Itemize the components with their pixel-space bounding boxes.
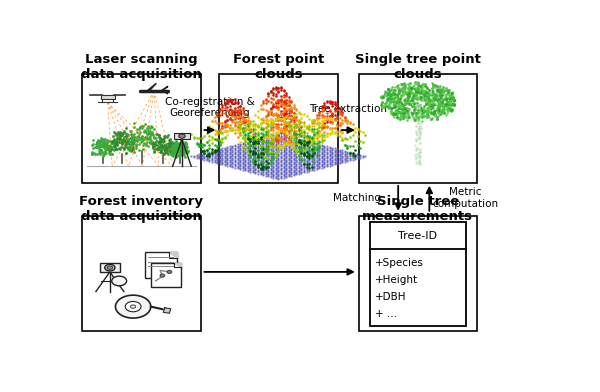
Text: Tree extraction: Tree extraction (309, 104, 387, 114)
Circle shape (179, 134, 185, 138)
Circle shape (125, 301, 141, 312)
Bar (100, 263, 120, 272)
Bar (173, 133, 190, 139)
Bar (101, 95, 115, 99)
Text: +DBH: +DBH (375, 292, 406, 302)
Text: Single tree
measurements: Single tree measurements (362, 194, 473, 223)
Polygon shape (163, 91, 168, 94)
Bar (359, 74, 477, 183)
Text: +Height: +Height (375, 275, 418, 285)
Bar (82, 216, 200, 331)
Text: Matching: Matching (333, 193, 381, 203)
Circle shape (160, 274, 165, 277)
Bar (219, 74, 338, 183)
Polygon shape (147, 83, 157, 91)
Text: + ...: + ... (375, 309, 397, 319)
Bar (82, 74, 200, 183)
Polygon shape (174, 263, 181, 267)
Bar (359, 216, 477, 331)
Circle shape (112, 276, 127, 286)
Text: Forest point
clouds: Forest point clouds (233, 53, 324, 81)
Text: +Species: +Species (375, 258, 424, 268)
Bar (151, 263, 181, 287)
Circle shape (107, 266, 113, 269)
Bar (145, 252, 178, 278)
Circle shape (167, 270, 172, 274)
Text: Tree-ID: Tree-ID (398, 230, 437, 241)
Text: Single tree point
clouds: Single tree point clouds (355, 53, 481, 81)
Text: Co-registration &
Georeferencing: Co-registration & Georeferencing (165, 96, 255, 118)
Polygon shape (161, 86, 168, 91)
Polygon shape (169, 252, 178, 258)
Text: Metric
computation: Metric computation (432, 187, 498, 209)
Circle shape (105, 264, 115, 271)
Polygon shape (163, 308, 171, 313)
Text: Forest inventory
data acquisition: Forest inventory data acquisition (79, 194, 203, 223)
Circle shape (115, 295, 151, 318)
Circle shape (130, 305, 136, 309)
Text: Laser scanning
data acquisition: Laser scanning data acquisition (80, 53, 202, 81)
Bar (370, 222, 466, 326)
